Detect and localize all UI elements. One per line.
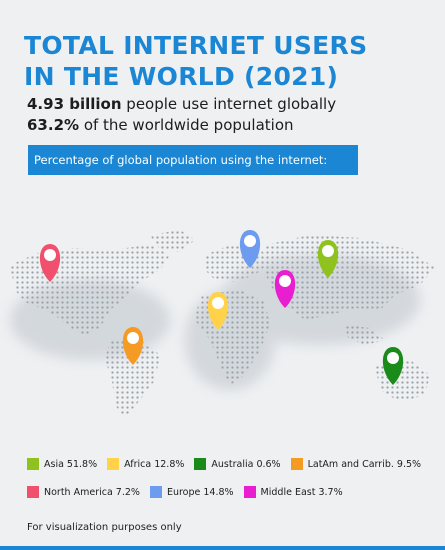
legend-swatch — [149, 486, 162, 498]
title-line-2: IN THE WORLD (2021) — [24, 62, 339, 91]
stat-population-text: of the worldwide population — [79, 116, 294, 134]
bottom-bar — [0, 546, 445, 550]
legend-swatch — [27, 458, 39, 470]
se-asia-shape — [345, 325, 385, 345]
legend-swatch — [243, 486, 256, 498]
footnote: For visualization purposes only — [27, 522, 182, 533]
stats-block: 4.93 billion people use internet globall… — [27, 94, 336, 136]
section-banner: Percentage of global population using th… — [28, 145, 358, 175]
legend-item: Europe 14.8% — [149, 486, 234, 498]
pin-asia — [317, 240, 339, 278]
legend-item: Middle East 3.7% — [243, 486, 343, 498]
world-map — [10, 230, 435, 418]
legend-item: LatAm and Carrib. 9.5% — [290, 458, 422, 470]
legend: Asia 51.8% Africa 12.8% Australia 0.6% LatA… — [27, 457, 431, 513]
legend-swatch — [107, 458, 120, 470]
stat-population: 63.2% of the worldwide population — [27, 115, 336, 136]
title-line-1: TOTAL INTERNET USERS — [24, 31, 368, 60]
pin-latam — [122, 327, 144, 365]
legend-item: Africa 12.8% — [107, 458, 184, 470]
legend-label: LatAm and Carrib. 9.5% — [307, 458, 422, 470]
pin-north-america — [39, 244, 61, 282]
legend-swatch — [290, 458, 303, 470]
pin-europe — [239, 230, 261, 268]
stat-users-text: people use internet globally — [121, 95, 337, 113]
page-title: TOTAL INTERNET USERS IN THE WORLD (2021) — [24, 30, 434, 92]
legend-swatch — [27, 486, 39, 498]
pin-africa — [207, 292, 229, 330]
legend-label: Middle East 3.7% — [260, 486, 343, 498]
stat-users: 4.93 billion people use internet globall… — [27, 94, 336, 115]
legend-item: Asia 51.8% — [27, 458, 97, 470]
asia-shape — [262, 235, 435, 320]
legend-row: Asia 51.8% Africa 12.8% Australia 0.6% LatA… — [27, 457, 431, 471]
legend-label: Europe 14.8% — [166, 486, 234, 498]
legend-item: Australia 0.6% — [194, 458, 281, 470]
stat-population-value: 63.2% — [27, 116, 80, 134]
legend-label: Australia 0.6% — [211, 458, 281, 470]
south-america-shape — [105, 338, 160, 418]
legend-label: North America 7.2% — [44, 486, 140, 498]
legend-row: North America 7.2% Europe 14.8% Middle Eas… — [27, 485, 431, 499]
legend-swatch — [194, 458, 207, 470]
greenland-shape — [150, 230, 195, 252]
legend-item: North America 7.2% — [27, 486, 140, 498]
stat-users-value: 4.93 billion — [27, 95, 122, 113]
legend-label: Africa 12.8% — [124, 458, 185, 470]
pin-middle-east — [274, 270, 296, 308]
legend-label: Asia 51.8% — [44, 458, 98, 470]
pin-australia — [382, 347, 404, 385]
